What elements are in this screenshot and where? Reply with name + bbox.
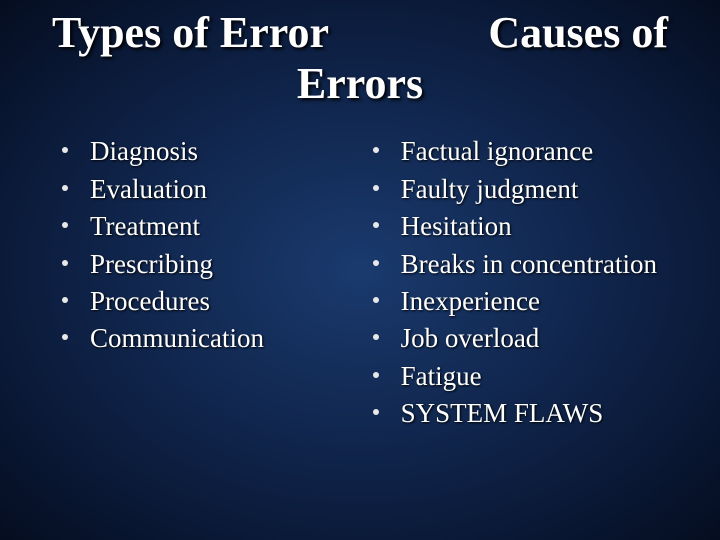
left-column: Diagnosis Evaluation Treatment Prescribi… [60, 133, 341, 433]
list-item: Inexperience [371, 283, 676, 319]
list-item-text: Hesitation [401, 211, 512, 241]
bullet-icon [62, 222, 68, 228]
bullet-icon [373, 409, 379, 415]
bullet-icon [62, 147, 68, 153]
list-item-text: Prescribing [90, 249, 213, 279]
slide: Types of Error Causes of Errors Diagnosi… [0, 0, 720, 540]
bullet-icon [373, 334, 379, 340]
list-item-text: Communication [90, 323, 264, 353]
right-list: Factual ignorance Faulty judgment Hesita… [371, 133, 676, 432]
bullet-icon [373, 260, 379, 266]
list-item-text: Fatigue [401, 361, 482, 391]
list-item: Communication [60, 320, 341, 356]
right-column: Factual ignorance Faulty judgment Hesita… [371, 133, 676, 433]
bullet-icon [62, 185, 68, 191]
list-item-text: Faulty judgment [401, 174, 579, 204]
list-item: Breaks in concentration [371, 246, 676, 282]
list-item-text: Evaluation [90, 174, 207, 204]
list-item: Diagnosis [60, 133, 341, 169]
list-item-text: Diagnosis [90, 136, 198, 166]
list-item: Hesitation [371, 208, 676, 244]
list-item-text: Treatment [90, 211, 200, 241]
bullet-icon [373, 297, 379, 303]
bullet-icon [373, 185, 379, 191]
bullet-icon [373, 372, 379, 378]
list-item: Factual ignorance [371, 133, 676, 169]
list-item-text: Breaks in concentration [401, 249, 657, 279]
list-item-text: Factual ignorance [401, 136, 594, 166]
title-left: Types of Error [52, 8, 329, 59]
bullet-icon [62, 334, 68, 340]
list-item: Fatigue [371, 358, 676, 394]
slide-title: Types of Error Causes of Errors [50, 8, 670, 109]
bullet-icon [62, 260, 68, 266]
content-columns: Diagnosis Evaluation Treatment Prescribi… [50, 133, 670, 433]
list-item: Job overload [371, 320, 676, 356]
title-line-1: Types of Error Causes of [50, 8, 670, 59]
bullet-icon [373, 147, 379, 153]
list-item: Evaluation [60, 171, 341, 207]
list-item: Procedures [60, 283, 341, 319]
list-item: Prescribing [60, 246, 341, 282]
bullet-icon [62, 297, 68, 303]
left-list: Diagnosis Evaluation Treatment Prescribi… [60, 133, 341, 357]
list-item: SYSTEM FLAWS [371, 395, 676, 431]
title-right: Causes of [488, 8, 668, 59]
list-item-text: Procedures [90, 286, 210, 316]
bullet-icon [373, 222, 379, 228]
list-item-text: SYSTEM FLAWS [401, 398, 604, 428]
list-item: Faulty judgment [371, 171, 676, 207]
title-line-2: Errors [50, 59, 670, 110]
list-item: Treatment [60, 208, 341, 244]
list-item-text: Inexperience [401, 286, 540, 316]
list-item-text: Job overload [401, 323, 540, 353]
